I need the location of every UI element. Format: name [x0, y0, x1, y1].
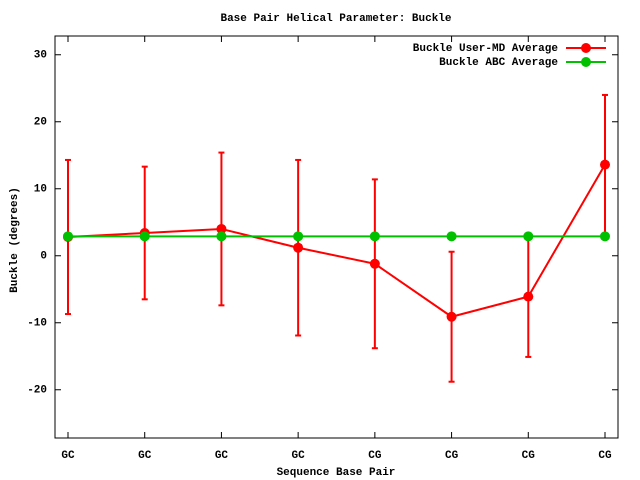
x-tick-label: CG: [598, 450, 612, 462]
y-tick-label: -20: [27, 385, 47, 397]
data-point: [523, 231, 534, 242]
data-point: [446, 231, 457, 242]
data-point: [293, 231, 304, 242]
x-tick-label: GC: [292, 450, 306, 462]
legend-marker: [581, 43, 591, 53]
x-tick-label: GC: [61, 450, 75, 462]
legend-label: Buckle User-MD Average: [413, 43, 559, 55]
data-point: [600, 231, 610, 242]
y-tick-label: 20: [34, 117, 47, 129]
y-tick-label: 0: [40, 251, 47, 263]
legend-label: Buckle ABC Average: [439, 57, 558, 69]
data-point: [523, 291, 534, 302]
data-point: [369, 258, 380, 269]
x-tick-label: GC: [138, 450, 152, 462]
y-tick-label: 10: [34, 184, 47, 196]
x-tick-label: CG: [445, 450, 459, 462]
x-axis-label: Sequence Base Pair: [277, 467, 396, 479]
y-tick-label: 30: [34, 50, 47, 62]
data-point: [446, 311, 457, 322]
data-point: [600, 159, 610, 170]
plot-frame: [54, 35, 619, 439]
data-point: [293, 242, 304, 253]
y-tick-label: -10: [27, 318, 47, 330]
x-tick-label: CG: [368, 450, 382, 462]
data-point: [63, 231, 73, 242]
x-tick-label: CG: [522, 450, 536, 462]
x-tick-label: GC: [215, 450, 229, 462]
y-axis-label: Buckle (degrees): [9, 187, 21, 293]
legend-marker: [581, 57, 591, 67]
series-line: [67, 164, 606, 318]
data-point: [216, 231, 227, 242]
data-point: [216, 223, 227, 234]
chart-title: Base Pair Helical Parameter: Buckle: [220, 13, 451, 25]
data-point: [139, 231, 150, 242]
data-point: [369, 231, 380, 242]
